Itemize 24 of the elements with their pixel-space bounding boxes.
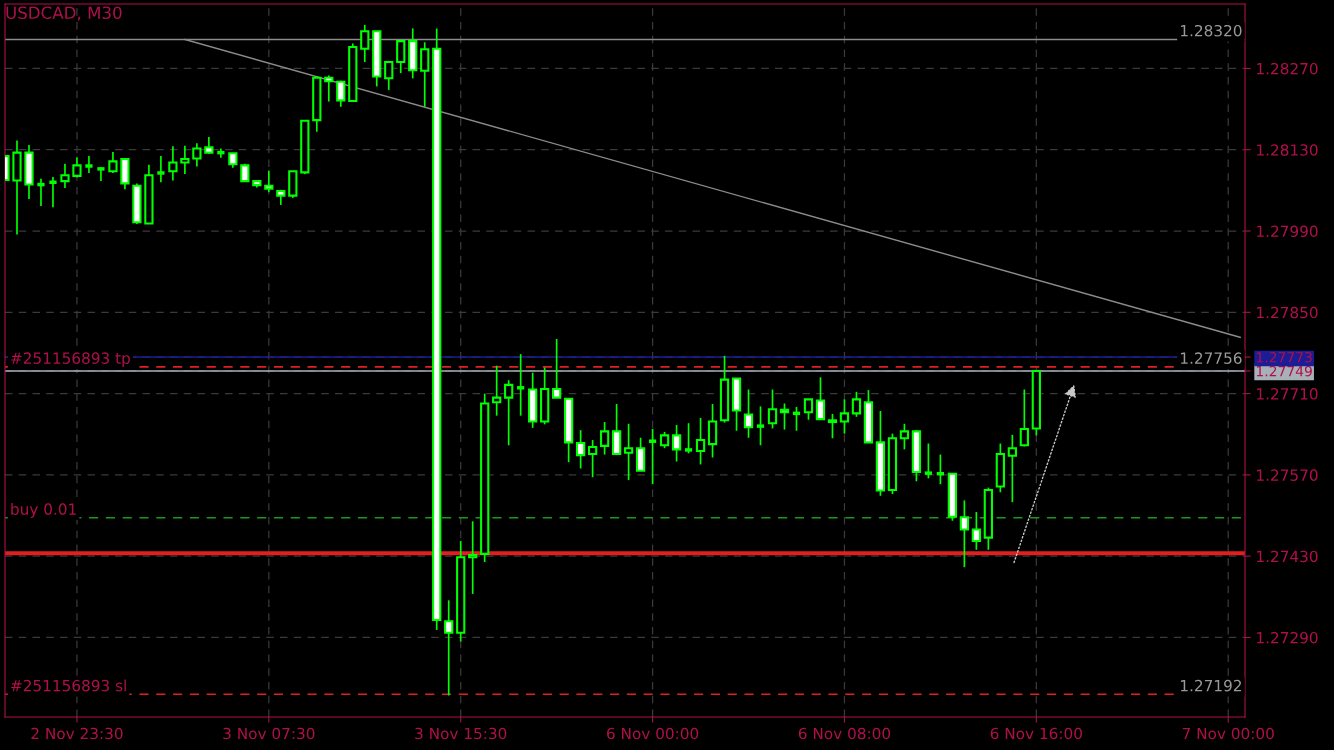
- x-tick-label: 6 Nov 00:00: [607, 727, 699, 740]
- y-tick-label: 1.27290: [1257, 631, 1318, 644]
- annotation: 1.27192: [1181, 679, 1241, 692]
- y-tick-label: 1.28130: [1257, 144, 1318, 156]
- y-tick-label: 1.27990: [1257, 225, 1318, 238]
- y-tick-label: 1.27570: [1257, 469, 1318, 481]
- y-tick-label: 1.28270: [1257, 62, 1318, 75]
- ref-line-label: buy 0.01: [11, 503, 76, 518]
- x-tick-label: 6 Nov 16:00: [990, 727, 1082, 740]
- x-tick-label: 7 Nov 00:00: [1182, 727, 1274, 740]
- y-tick-label: 1.27773: [1256, 351, 1312, 363]
- chart-title: USDCAD, M30: [6, 6, 122, 21]
- x-tick-label: 2 Nov 23:30: [31, 727, 123, 740]
- y-tick-label: 1.27850: [1257, 306, 1318, 319]
- ref-line-label: #251156893 tp: [11, 352, 130, 367]
- ref-line-label: #251156893 sl: [11, 679, 126, 692]
- annotation: 1.27756: [1181, 352, 1242, 364]
- x-tick-label: 3 Nov 15:30: [415, 727, 507, 740]
- y-tick-label: 1.27430: [1257, 550, 1318, 563]
- y-tick-label: 1.27710: [1257, 388, 1318, 400]
- y-tick-label: 1.27749: [1256, 365, 1312, 377]
- x-tick-label: 3 Nov 07:30: [223, 727, 315, 740]
- annotation: 1.28320: [1181, 24, 1242, 37]
- x-tick-label: 6 Nov 08:00: [798, 727, 891, 740]
